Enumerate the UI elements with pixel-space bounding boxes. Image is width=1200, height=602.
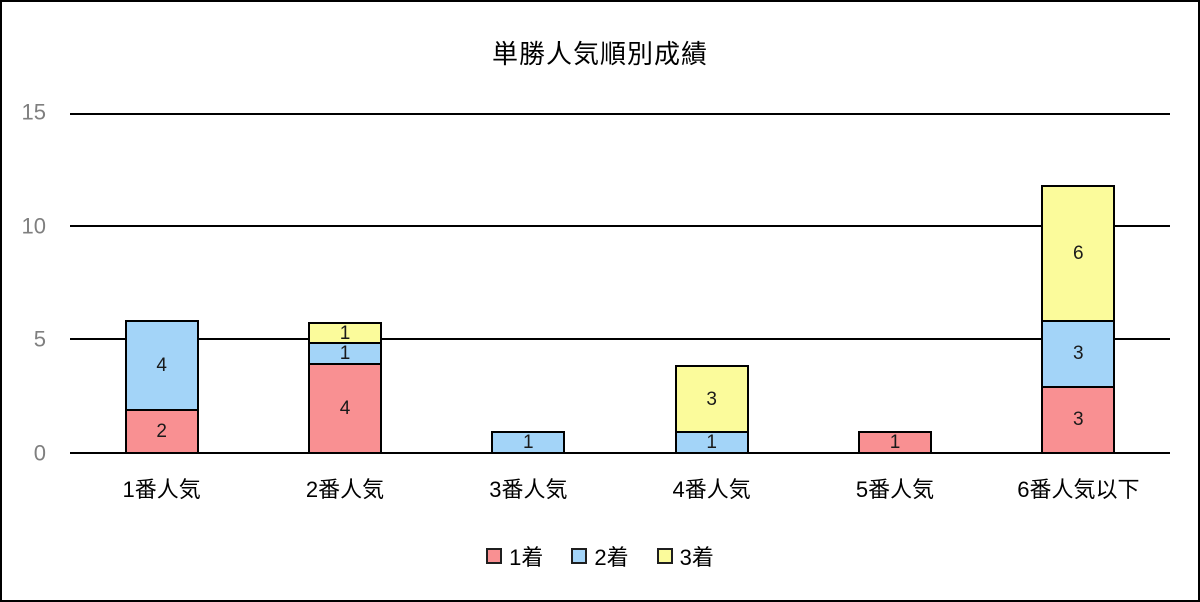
bar-segment-2着: 3 [1041,319,1116,388]
legend-swatch-icon [571,548,588,564]
legend-item-1着: 1着 [486,540,543,572]
gridline [70,224,1170,227]
segment-value-label: 1 [339,343,351,365]
segment-value-label: 3 [1073,409,1084,431]
bar-segment-2着: 4 [124,319,199,411]
bar-segment-1着: 3 [1041,385,1116,454]
legend-label: 2着 [594,545,629,570]
segment-value-label: 3 [1073,343,1084,365]
bar-segment-1着: 1 [858,431,932,454]
bar-segment-3着: 3 [674,365,749,434]
gridline [70,452,1170,454]
x-axis: 1番人気 2番人気 3番人気 4番人気 5番人気 6番人気以下 [70,472,1170,506]
segment-value-label: 1 [339,322,351,344]
legend: 1着 2着 3着 [2,540,1198,572]
segment-value-label: 1 [523,432,534,454]
bar-segment-3着: 6 [1041,185,1116,322]
gridline [70,113,1170,115]
segment-value-label: 6 [1073,242,1084,264]
legend-label: 1着 [509,545,544,570]
legend-item-2着: 2着 [571,540,629,572]
x-axis-tick-label: 6番人気以下 [1017,477,1140,502]
bar-6番人気以下: 3 3 6 [1041,185,1116,454]
bar-5番人気: 1 [858,431,932,454]
bar-segment-3着: 1 [308,321,382,345]
y-axis-tick-label: 0 [33,440,46,466]
legend-item-3着: 3着 [656,540,714,572]
segment-value-label: 1 [706,432,717,454]
bar-segment-2着: 1 [674,431,749,454]
gridline [70,338,1170,341]
legend-swatch-icon [486,548,503,564]
segment-value-label: 1 [889,432,901,454]
segment-value-label: 4 [156,354,167,376]
x-axis-tick-label: 2番人気 [305,477,385,502]
x-axis-tick-label: 5番人気 [855,477,935,502]
bar-segment-2着: 1 [308,342,382,366]
legend-swatch-icon [656,548,673,564]
x-axis-tick-label: 1番人気 [122,477,201,502]
y-axis-tick-label: 10 [21,213,46,239]
x-axis-tick-label: 3番人気 [489,477,568,502]
bar-segment-2着: 1 [491,431,566,454]
y-axis-tick-label: 15 [21,99,46,125]
segment-value-label: 3 [706,388,717,410]
x-axis-tick-label: 4番人気 [672,477,751,502]
y-axis: 0 5 10 15 [2,99,58,465]
legend-label: 3着 [679,545,714,570]
segment-value-label: 4 [339,398,351,420]
bar-segment-1着: 4 [308,363,382,454]
bar-3番人気: 1 [491,431,566,454]
segment-value-label: 2 [156,420,167,442]
y-axis-tick-label: 5 [33,326,46,352]
chart-title: 単勝人気順別成績 [491,39,708,69]
bar-segment-1着: 2 [124,408,199,454]
